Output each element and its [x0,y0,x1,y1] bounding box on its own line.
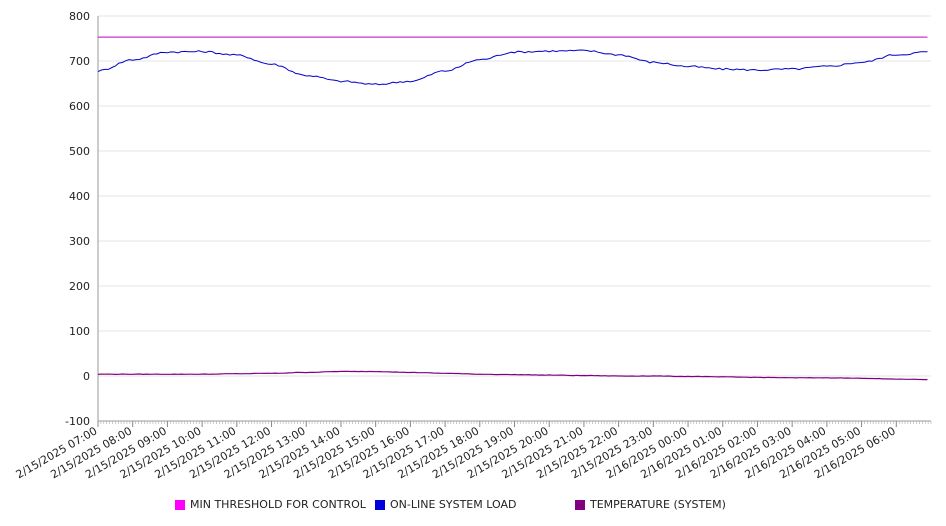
legend-label-system-load: ON-LINE SYSTEM LOAD [390,498,517,511]
grid-lines [98,15,931,422]
legend-swatch-temperature [575,499,585,510]
y-tick-label: 200 [69,280,90,293]
series-line-1 [97,49,928,86]
y-tick-label: 700 [69,55,90,68]
y-tick-label: 0 [83,370,90,383]
legend-item-threshold: MIN THRESHOLD FOR CONTROL [175,498,366,511]
x-axis: 2/15/2025 07:002/15/2025 08:002/15/2025 … [14,420,932,481]
y-tick-label: 800 [69,10,90,23]
y-tick-label: 400 [69,190,90,203]
legend-item-system-load: ON-LINE SYSTEM LOAD [375,498,516,511]
series-lines [97,36,928,381]
series-line-2 [97,370,928,381]
legend-label-threshold: MIN THRESHOLD FOR CONTROL [190,498,366,511]
legend-item-temperature: TEMPERATURE (SYSTEM) [575,498,726,511]
y-tick-label: 600 [69,100,90,113]
legend-swatch-system-load [375,499,385,510]
y-tick-label: 300 [69,235,90,248]
y-tick-label: 500 [69,145,90,158]
legend: MIN THRESHOLD FOR CONTROL ON-LINE SYSTEM… [0,498,946,514]
y-tick-label: 100 [69,325,90,338]
y-tick-label: -100 [65,415,90,428]
y-axis: 800 700 600 500 400 300 200 100 0 -100 [65,10,99,428]
legend-label-temperature: TEMPERATURE (SYSTEM) [590,498,726,511]
legend-swatch-threshold [175,499,185,510]
